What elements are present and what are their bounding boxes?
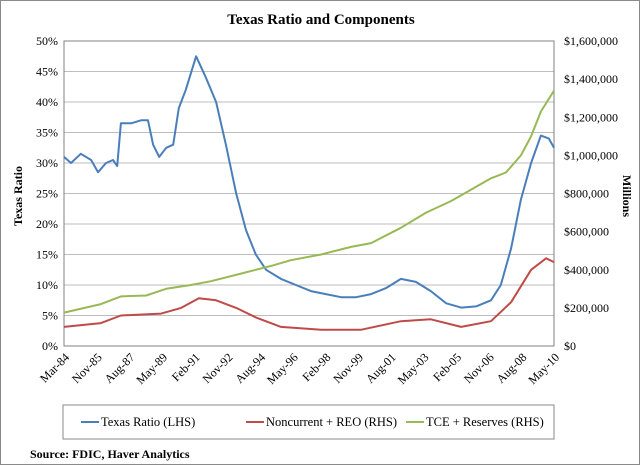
right-tick-label: $600,000	[564, 225, 609, 239]
x-tick-label: Aug-87	[102, 350, 138, 386]
x-tick-label: May-89	[133, 350, 170, 387]
right-tick-label: $400,000	[564, 263, 609, 277]
legend-label: Texas Ratio (LHS)	[101, 415, 195, 429]
x-tick-label: Nov-85	[69, 350, 105, 386]
x-tick-label: Feb-05	[430, 350, 464, 384]
x-tick-label: May-03	[395, 350, 432, 387]
x-tick-label: May-96	[264, 350, 301, 387]
x-tick-label: May-10	[525, 350, 562, 387]
right-tick-label: $1,000,000	[564, 148, 618, 162]
right-tick-label: $0	[564, 339, 576, 353]
left-tick-label: 40%	[36, 95, 58, 109]
right-tick-label: $200,000	[564, 301, 609, 315]
x-tick-label: Feb-91	[169, 350, 203, 384]
left-tick-label: 45%	[36, 65, 58, 79]
chart-title: Texas Ratio and Components	[227, 12, 415, 28]
right-axis-label: Millions	[620, 175, 634, 217]
left-tick-label: 50%	[36, 34, 58, 48]
x-tick-label: Nov-99	[330, 350, 366, 386]
legend-label: TCE + Reserves (RHS)	[426, 415, 544, 429]
right-tick-label: $1,200,000	[564, 110, 618, 124]
x-tick-label: Mar-84	[37, 350, 72, 385]
left-tick-label: 20%	[36, 217, 58, 231]
left-tick-label: 10%	[36, 278, 58, 292]
left-tick-label: 35%	[36, 126, 58, 140]
series-line-0	[63, 55, 555, 309]
source-note: Source: FDIC, Haver Analytics	[30, 447, 190, 461]
right-tick-label: $1,600,000	[564, 34, 618, 48]
x-tick-label: Aug-94	[232, 350, 268, 386]
left-tick-label: 5%	[42, 309, 58, 323]
plot-area	[63, 40, 555, 347]
series-line-1	[63, 257, 555, 331]
left-axis-label: Texas Ratio	[11, 166, 25, 226]
right-tick-label: $800,000	[564, 187, 609, 201]
left-tick-label: 15%	[36, 248, 58, 262]
x-tick-label: Aug-01	[363, 350, 399, 386]
legend-label: Noncurrent + REO (RHS)	[266, 415, 397, 429]
x-tick-label: Aug-08	[494, 350, 530, 386]
x-tick-label: Nov-06	[461, 350, 497, 386]
right-tick-label: $1,400,000	[564, 72, 618, 86]
left-tick-label: 30%	[36, 156, 58, 170]
x-tick-label: Nov-92	[200, 350, 236, 386]
legend-box	[62, 404, 555, 440]
series-line-2	[63, 90, 555, 314]
left-tick-label: 25%	[36, 187, 58, 201]
left-tick-label: 0%	[42, 339, 58, 353]
x-tick-label: Feb-98	[300, 350, 334, 384]
